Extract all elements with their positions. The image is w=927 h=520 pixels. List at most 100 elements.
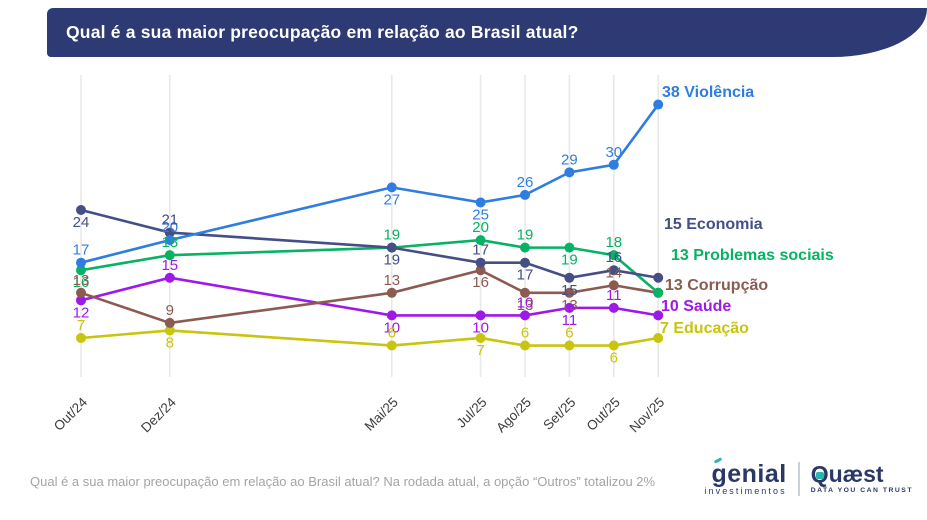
value-label: 8 xyxy=(166,334,174,351)
genial-logo-text: genial xyxy=(711,459,787,488)
data-point xyxy=(386,182,397,193)
value-label: 21 xyxy=(161,212,178,229)
value-label: 19 xyxy=(383,252,400,269)
x-tick-label: Ago/25 xyxy=(493,395,534,436)
value-label: 17 xyxy=(73,242,90,259)
series-end-label: 15 Economia xyxy=(664,216,763,233)
data-point xyxy=(164,325,175,336)
data-point xyxy=(608,280,619,291)
data-point xyxy=(608,250,619,261)
value-label: 15 xyxy=(561,282,578,299)
value-label: 24 xyxy=(73,214,90,231)
genial-logo: genial investimentos xyxy=(704,456,787,496)
data-point xyxy=(76,287,86,298)
value-label: 17 xyxy=(517,267,534,284)
x-tick-label: Dez/24 xyxy=(138,394,179,435)
value-label: 14 xyxy=(605,264,622,281)
data-point xyxy=(164,235,175,246)
series-line xyxy=(80,268,659,325)
x-tick-label: Mai/25 xyxy=(362,395,401,434)
value-label: 6 xyxy=(521,325,529,342)
logo-divider xyxy=(797,462,800,496)
value-label: 6 xyxy=(610,350,618,367)
value-label: 6 xyxy=(565,325,573,342)
value-label: 6 xyxy=(388,325,396,342)
x-tick-label: Jul/25 xyxy=(454,395,490,431)
value-label: 19 xyxy=(517,227,534,244)
data-point xyxy=(386,287,397,298)
value-label: 16 xyxy=(73,274,90,291)
header-banner: Qual é a sua maior preocupação em relaçã… xyxy=(47,8,927,57)
data-point xyxy=(520,242,530,253)
data-point xyxy=(564,302,575,313)
data-point xyxy=(76,332,86,343)
footnote: Qual é a sua maior preocupação em relaçã… xyxy=(30,474,656,489)
data-point xyxy=(564,167,575,178)
series-end-label: 13 Corrupção xyxy=(665,277,768,294)
x-tick-label: Out/25 xyxy=(584,395,623,434)
data-point xyxy=(76,204,86,215)
data-point xyxy=(520,189,530,200)
line-chart: Out/24 Dez/24 Mai/25 Jul/25 Ago/25 Set/25 Out/… xyxy=(51,75,834,436)
value-label: 27 xyxy=(383,191,400,208)
value-label: 7 xyxy=(77,317,85,334)
data-point xyxy=(564,242,575,253)
data-point xyxy=(520,287,530,298)
value-label: 19 xyxy=(383,227,400,244)
data-point xyxy=(164,227,175,238)
value-label: 10 xyxy=(472,319,489,336)
series-end-label: 13 Problemas sociais xyxy=(671,247,834,264)
data-point xyxy=(564,272,575,283)
x-tick-label: Out/24 xyxy=(51,394,91,434)
value-label: 10 xyxy=(517,294,534,311)
data-point xyxy=(475,197,486,208)
quaest-logo-text: Quæst xyxy=(810,461,884,487)
data-point xyxy=(164,272,175,283)
data-point xyxy=(608,302,619,313)
genial-logo-subtext: investimentos xyxy=(704,485,787,496)
data-point xyxy=(608,159,619,170)
data-point xyxy=(76,295,86,306)
value-label: 25 xyxy=(472,206,489,223)
data-point xyxy=(520,310,530,321)
value-label: 20 xyxy=(472,219,489,236)
series-end-label: 38 Violência xyxy=(662,84,754,101)
data-point xyxy=(564,287,575,298)
series-end-label: 7 Educação xyxy=(660,320,749,337)
data-point xyxy=(608,265,619,276)
data-point xyxy=(164,317,175,328)
data-point xyxy=(386,310,397,321)
x-tick-label: Nov/25 xyxy=(626,395,667,436)
series-line xyxy=(80,329,659,347)
value-label: 13 xyxy=(561,297,578,314)
series-end-label: 10 Saúde xyxy=(661,298,731,315)
value-label: 26 xyxy=(517,174,534,191)
value-label: 19 xyxy=(561,252,578,269)
value-label: 11 xyxy=(606,287,622,304)
value-label: 11 xyxy=(562,312,578,329)
data-point xyxy=(475,332,486,343)
data-point xyxy=(653,332,664,343)
data-point xyxy=(520,340,530,351)
data-point xyxy=(164,250,175,261)
quaest-logo: Quæst DATA YOU CAN TRUST xyxy=(810,461,913,495)
series-line xyxy=(80,103,660,264)
data-point xyxy=(608,340,619,351)
data-point xyxy=(475,265,486,276)
value-label: 16 xyxy=(472,274,489,291)
value-label: 20 xyxy=(161,219,178,236)
data-point xyxy=(653,287,664,298)
data-point xyxy=(653,310,664,321)
data-point xyxy=(653,272,664,283)
data-point xyxy=(520,257,530,268)
value-label: 16 xyxy=(605,249,622,266)
page-title: Qual é a sua maior preocupação em relaçã… xyxy=(66,22,579,42)
data-point xyxy=(475,310,486,321)
value-label: 13 xyxy=(517,297,534,314)
value-label: 18 xyxy=(605,234,622,251)
value-label: 13 xyxy=(383,272,400,289)
data-point xyxy=(76,265,86,276)
data-point xyxy=(653,99,664,110)
value-label: 12 xyxy=(73,304,90,321)
value-label: 18 xyxy=(161,234,178,251)
